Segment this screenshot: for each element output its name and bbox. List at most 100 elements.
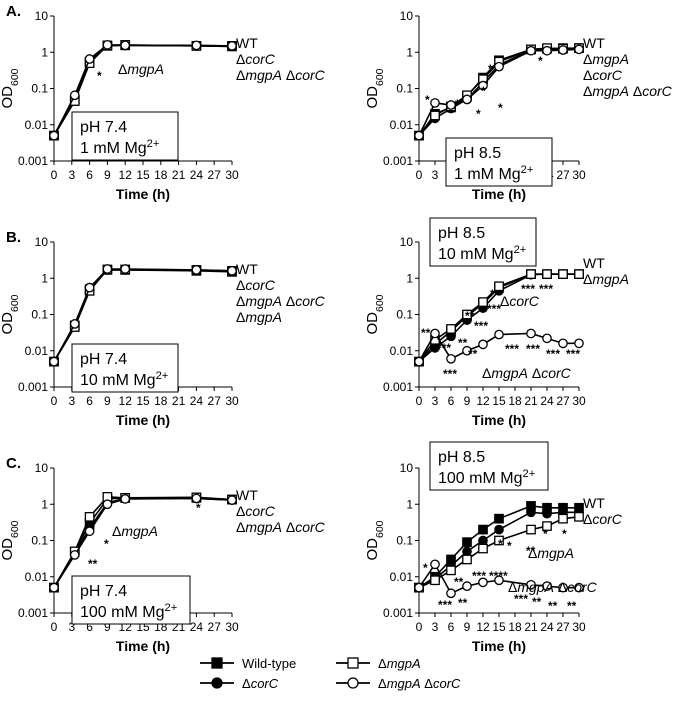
data-point: [494, 281, 504, 292]
x-tick-label: 3: [68, 620, 75, 634]
data-point: [211, 657, 223, 669]
x-tick-label: 3: [432, 620, 439, 634]
significance-mark: ***: [566, 347, 580, 361]
significance-mark: **: [454, 575, 464, 589]
significance-mark: **: [567, 599, 577, 613]
condition-box: pH 7.4 1 mM Mg2+: [71, 111, 179, 161]
series-mgpacorc: [49, 40, 237, 141]
x-axis-title: Time (h): [472, 638, 526, 654]
significance-mark: *: [423, 561, 428, 575]
x-tick-label: 6: [86, 168, 93, 182]
condition-box: pH 8.5 10 mM Mg2+: [429, 217, 537, 267]
series-mgpa: [414, 43, 584, 141]
data-point: [478, 297, 488, 307]
legend-label: ΔcorC: [242, 676, 279, 691]
series-line: [418, 562, 579, 595]
data-point: [69, 319, 80, 329]
data-point: [462, 537, 472, 548]
x-tick-label: 9: [104, 620, 111, 634]
data-point: [574, 269, 584, 279]
strain-label: ΔcorC: [236, 503, 276, 519]
y-tick-label: 0.001: [383, 380, 413, 394]
x-tick-label: 12: [119, 168, 133, 182]
data-point: [462, 345, 472, 356]
data-point: [478, 543, 488, 554]
strain-label: ΔcorC: [236, 277, 276, 293]
x-tick-label: 27: [556, 620, 570, 634]
data-point: [526, 269, 536, 279]
y-tick-label: 0.001: [383, 606, 413, 620]
significance-mark: ***: [472, 569, 486, 583]
panel-label: B.: [6, 229, 21, 246]
y-tick-label: 0.001: [18, 606, 48, 620]
y-tick-label: 0.01: [390, 344, 414, 358]
significance-mark: **: [526, 544, 536, 558]
significance-mark: ***: [514, 592, 528, 606]
legend-label: ΔmgpA ΔcorC: [378, 676, 461, 691]
x-tick-label: 27: [556, 394, 570, 408]
curve-label: ΔmgpA ΔcorC: [482, 365, 572, 381]
x-tick-label: 9: [104, 168, 111, 182]
x-tick-label: 18: [154, 168, 168, 182]
strain-label: WT: [236, 487, 258, 503]
curve-label: ΔcorC: [500, 293, 540, 309]
significance-mark: *: [481, 84, 486, 98]
data-point: [191, 40, 202, 51]
condition-box: pH 8.5 1 mM Mg2+: [445, 137, 553, 187]
legend-label: Wild-type: [242, 656, 296, 671]
x-tick-label: 6: [86, 394, 93, 408]
y-tick-label: 0.01: [25, 344, 49, 358]
strain-label: WT: [583, 495, 605, 511]
data-point: [84, 54, 95, 64]
series-mgpacorc: [49, 493, 237, 593]
condition-ph: pH 8.5: [438, 449, 485, 466]
significance-mark: *: [196, 501, 201, 515]
y-tick-label: 0.001: [18, 380, 48, 394]
data-point: [462, 581, 472, 592]
y-tick-label: 1: [41, 271, 48, 285]
data-point: [558, 582, 568, 593]
series-mgpacorc: [414, 44, 584, 141]
series-line: [418, 47, 580, 137]
data-point: [120, 264, 131, 274]
significance-mark: *: [104, 537, 109, 551]
significance-mark: ***: [438, 598, 452, 612]
x-tick-label: 30: [572, 168, 586, 182]
x-tick-label: 12: [476, 394, 490, 408]
data-point: [478, 524, 488, 535]
y-tick-label: 0.1: [31, 308, 48, 322]
y-tick-label: 0.01: [25, 570, 49, 584]
y-tick-label: 10: [35, 235, 49, 249]
x-tick-label: 9: [104, 394, 111, 408]
y-tick-label: 10: [400, 9, 414, 23]
condition-mg: 100 mM Mg2+: [80, 602, 177, 621]
x-tick-label: 24: [190, 394, 204, 408]
series-mgpacorc: [414, 559, 584, 599]
significance-mark: **: [458, 336, 468, 350]
data-point: [542, 521, 552, 531]
x-tick-label: 18: [508, 394, 522, 408]
data-point: [558, 45, 568, 55]
x-tick-label: 15: [136, 394, 150, 408]
x-tick-label: 0: [51, 168, 58, 182]
strain-label: WT: [236, 261, 258, 277]
x-axis-title: Time (h): [472, 412, 526, 428]
significance-mark: *: [490, 287, 495, 301]
condition-frame: [445, 137, 553, 187]
condition-frame: [429, 441, 549, 491]
condition-ph: pH 7.4: [80, 351, 127, 368]
data-point: [430, 98, 440, 108]
x-tick-label: 0: [416, 168, 423, 182]
condition-frame: [71, 343, 179, 393]
condition-box: pH 8.5 100 mM Mg2+: [429, 441, 549, 491]
data-point: [494, 61, 504, 72]
significance-mark: ***: [474, 319, 488, 333]
series-mgpacorc: [414, 328, 584, 367]
x-tick-label: 6: [86, 620, 93, 634]
data-point: [494, 575, 504, 586]
y-tick-label: 1: [406, 45, 413, 59]
x-tick-label: 24: [540, 620, 554, 634]
series-line: [53, 497, 233, 589]
curve-label: ΔmgpA: [112, 523, 158, 539]
